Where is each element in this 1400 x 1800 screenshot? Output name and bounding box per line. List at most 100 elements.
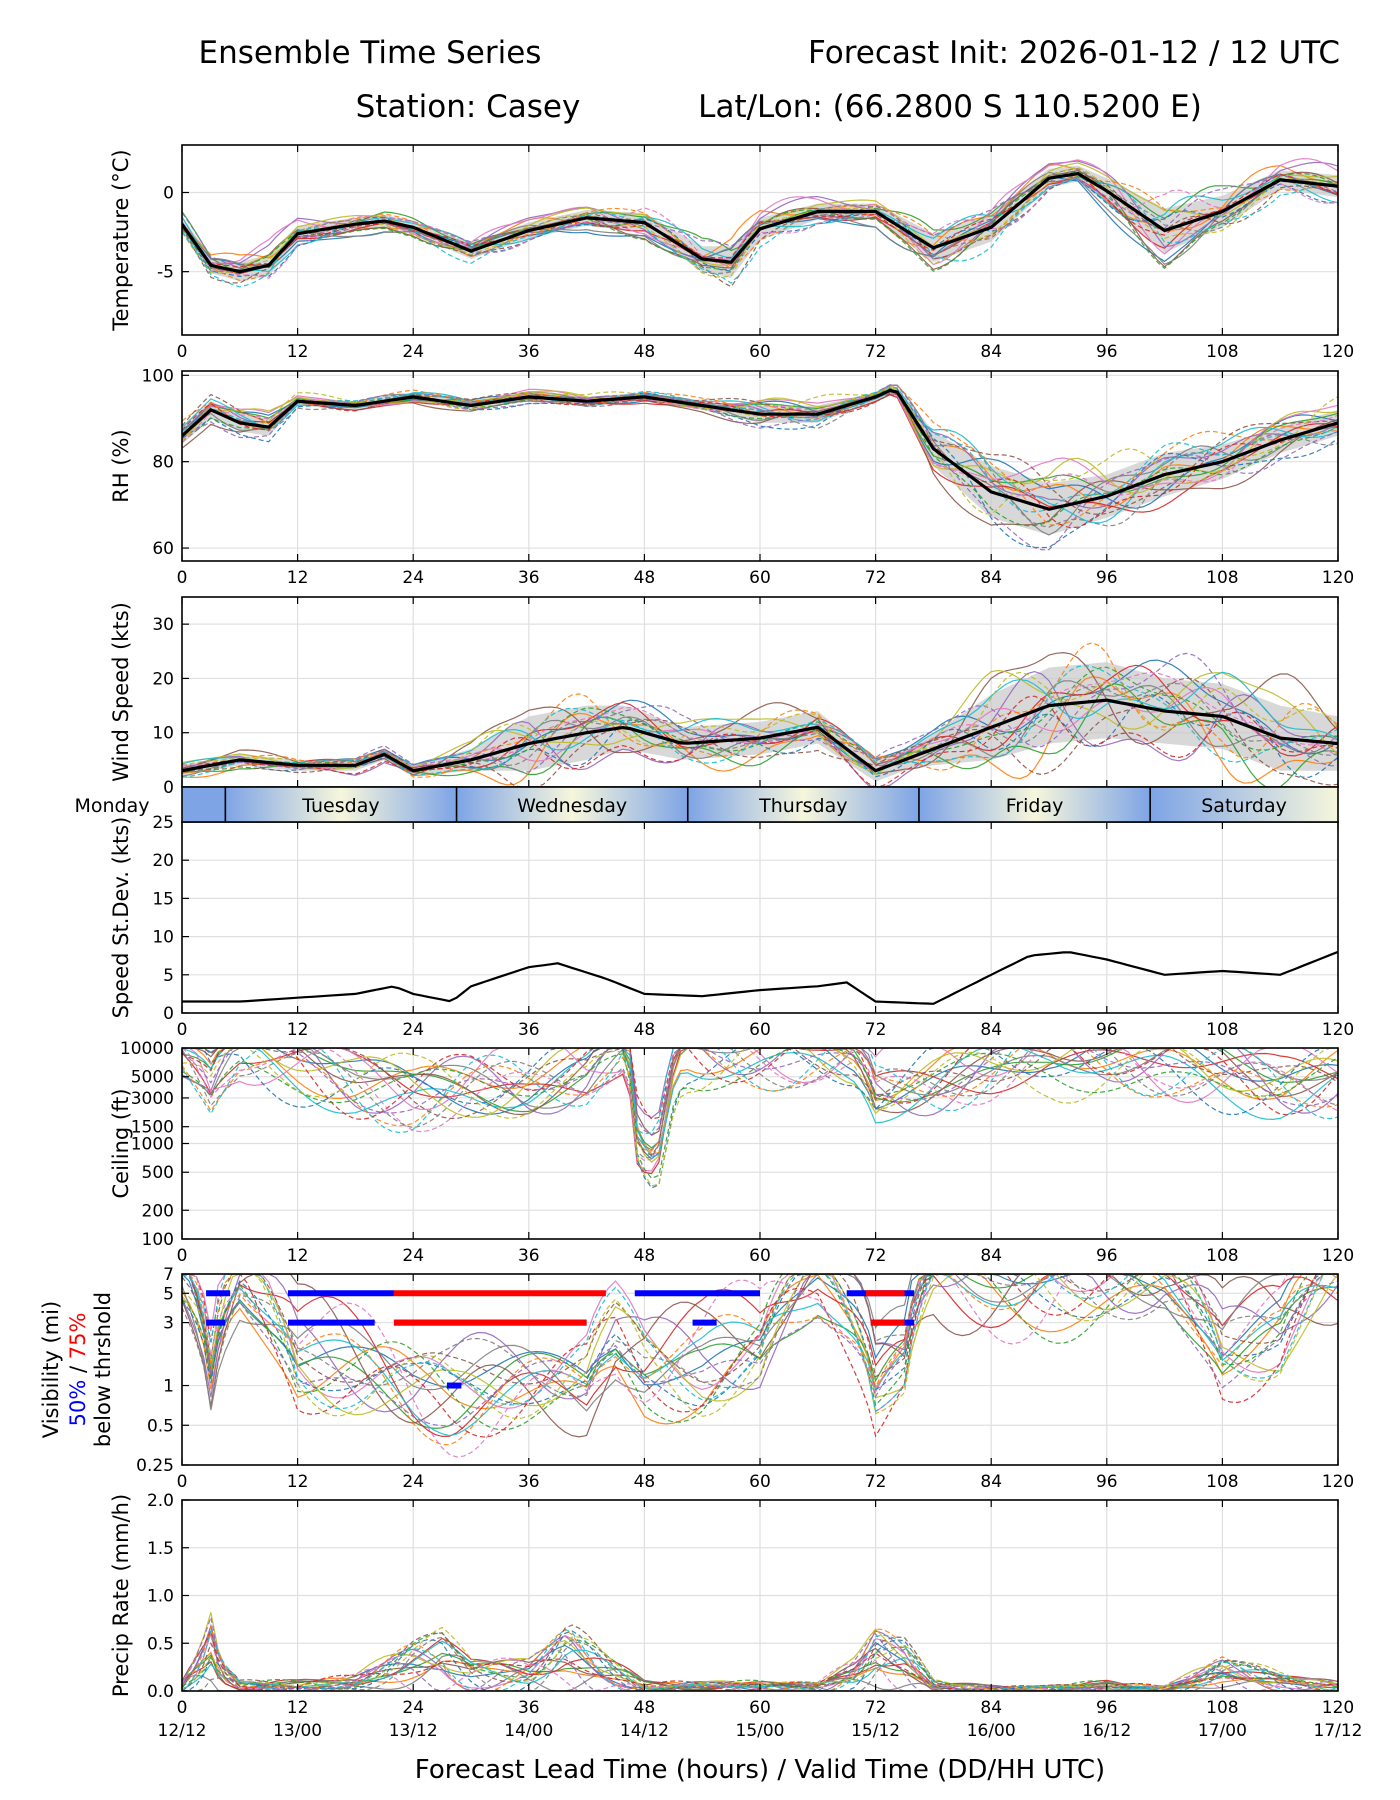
xtick-label: 108 (1206, 342, 1238, 362)
x-axis-label: Forecast Lead Time (hours) / Valid Time … (415, 1755, 1105, 1785)
wind-member-line (182, 652, 1338, 773)
ceil-member-line (182, 1048, 1338, 1189)
ceil-plot-area (182, 1048, 1338, 1189)
precip-ytick-label: 1.0 (147, 1587, 174, 1607)
day-label-monday: Monday (74, 795, 149, 817)
ceil-member-line (182, 1048, 1338, 1151)
xtick-label: 24 (402, 1020, 424, 1040)
xtick-label: 36 (518, 1472, 540, 1492)
day-band-cell (1150, 787, 1338, 822)
vis-member-line (182, 1274, 1338, 1438)
xtick-label: 72 (865, 1472, 887, 1492)
xtick-label: 108 (1206, 1246, 1238, 1266)
rh-ytick-label: 60 (152, 539, 174, 559)
ceil-ytick-label: 10000 (120, 1039, 174, 1059)
ceil-ytick-label: 100 (142, 1230, 174, 1250)
xtick-label: 60 (749, 342, 771, 362)
ceil-ytick-label: 1000 (131, 1135, 174, 1155)
vis-member-line (182, 1274, 1338, 1427)
panel-sdev: 25 20 15 10 5 00 12 24 36 48 60 72 84 96 108 120 Speed S… (109, 813, 1354, 1040)
xtick-label: 72 (865, 568, 887, 588)
xtick-label: 0 (177, 568, 188, 588)
vis-member-line (182, 1274, 1338, 1416)
vis-ytick-label: 1 (163, 1377, 174, 1397)
xtick-label: 48 (634, 1020, 656, 1040)
rh-member-line (182, 391, 1338, 498)
xtick-label: 48 (634, 342, 656, 362)
ceil-member-line (182, 1048, 1338, 1163)
ceil-ytick-label: 1500 (131, 1118, 174, 1138)
precip-grid (181, 1499, 1339, 1692)
rh-member-line (182, 391, 1338, 494)
sdev-ytick-label: 5 (163, 966, 174, 986)
xtick-label: 60 (749, 1698, 771, 1718)
xtick-label: 108 (1206, 1020, 1238, 1040)
valid-time-label: 15/00 (736, 1721, 785, 1741)
day-band-cell (456, 787, 688, 822)
sdev-ytick-label: 10 (152, 928, 174, 948)
sdev-ytick-label: 20 (152, 851, 174, 871)
vis-member-line (182, 1274, 1338, 1438)
valid-time-label: 15/12 (851, 1721, 900, 1741)
xtick-label: 0 (177, 1246, 188, 1266)
precip-ylabel: Precip Rate (mm/h) (109, 1494, 133, 1697)
wind-member-line (182, 642, 1338, 778)
valid-time-label: 14/00 (504, 1721, 553, 1741)
xtick-label: 96 (1096, 1246, 1118, 1266)
xtick-label: 0 (177, 1020, 188, 1040)
day-band-cell (687, 787, 919, 822)
panel-temp: 0 -5 0 12 24 36 48 60 72 84 96 108 120 Temperature (°… (109, 144, 1354, 362)
temp-plot-area (182, 158, 1338, 288)
vis-ylabel-extra: below thrshold (91, 1292, 115, 1447)
day-band-cell (918, 787, 1151, 822)
xtick-label: 96 (1096, 1020, 1118, 1040)
xtick-label: 48 (634, 1472, 656, 1492)
rh-member-line (182, 394, 1338, 513)
rh-member-line (182, 392, 1338, 515)
wind-member-line (182, 695, 1338, 787)
precip-ytick-label: 2.0 (147, 1491, 174, 1511)
temp-member-line (182, 176, 1338, 288)
precip-ytick-label: 1.5 (147, 1539, 174, 1559)
day-label: Saturday (1201, 795, 1287, 817)
xtick-label: 36 (518, 342, 540, 362)
day-label: Friday (1006, 795, 1064, 817)
xtick-label: 0 (177, 1472, 188, 1492)
valid-time-label: 17/00 (1198, 1721, 1247, 1741)
ceil-member-line (182, 1048, 1338, 1120)
wind-plot-area (182, 642, 1338, 787)
sdev-ytick-label: 0 (163, 1004, 174, 1024)
sdev-ytick-label: 25 (152, 813, 174, 833)
xtick-label: 96 (1096, 568, 1118, 588)
precip-ytick-label: 0.5 (147, 1634, 174, 1654)
vis-75pct-label: 75% (66, 1313, 90, 1360)
valid-time-label: 14/12 (620, 1721, 669, 1741)
wind-ytick-label: 30 (152, 615, 174, 635)
day-label: Thursday (758, 795, 847, 817)
panel-precip: 2.0 1.5 1.0 0.5 0.00 12 24 36 48 60 72 84 96 108 120 12… (109, 1491, 1363, 1741)
vis-ytick-label: 0.5 (147, 1416, 174, 1436)
xtick-label: 0 (177, 342, 188, 362)
ceil-member-line (182, 1048, 1338, 1135)
xtick-label: 12 (287, 568, 309, 588)
xtick-label: 120 (1322, 1472, 1354, 1492)
xtick-label: 72 (865, 342, 887, 362)
day-band-cell (225, 787, 457, 822)
xtick-label: 108 (1206, 1698, 1238, 1718)
xtick-label: 84 (980, 342, 1002, 362)
xtick-label: 120 (1322, 1246, 1354, 1266)
xtick-label: 84 (980, 1246, 1002, 1266)
valid-time-label: 13/12 (389, 1721, 438, 1741)
wind-ytick-label: 10 (152, 724, 174, 744)
sdev-grid (181, 821, 1339, 1014)
ceil-member-line (182, 1048, 1338, 1159)
precip-member-line (182, 1624, 1338, 1691)
rh-members (182, 384, 1338, 551)
rh-ytick-label: 100 (142, 366, 174, 386)
ceil-ytick-label: 5000 (131, 1068, 174, 1088)
precip-member-line (182, 1628, 1338, 1691)
precip-ytick-label: 0.0 (147, 1682, 174, 1702)
xtick-label: 12 (287, 1246, 309, 1266)
rh-member-line (182, 385, 1338, 526)
